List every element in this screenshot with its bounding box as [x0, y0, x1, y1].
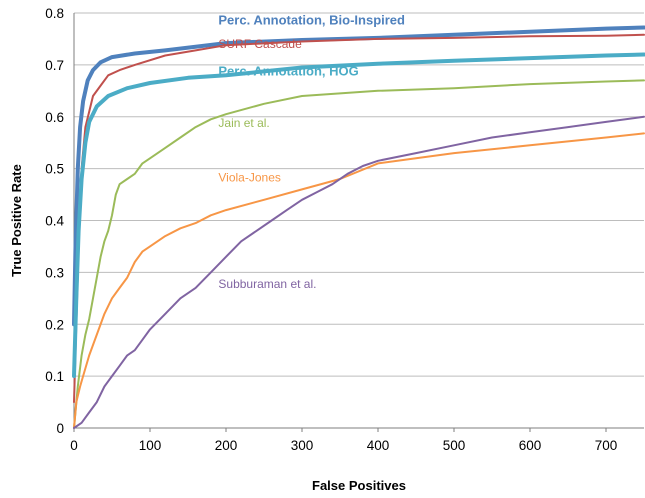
x-tick-label: 0 — [70, 438, 78, 453]
series-label-2: SURF Cascade — [218, 37, 302, 51]
series-labels: Perc. Annotation, Bio-Inspired SURF Casca… — [218, 12, 405, 291]
x-tick-label: 500 — [443, 438, 466, 453]
y-tick-label: 0.4 — [45, 214, 64, 229]
series-label-4: Jain et al. — [218, 116, 269, 130]
x-tick-label: 100 — [139, 438, 162, 453]
y-tick-label: 0.6 — [45, 110, 64, 125]
y-tick-label: 0 — [56, 421, 64, 436]
series-lines — [72, 25, 645, 429]
y-tick-label: 0.3 — [45, 265, 64, 280]
series-label-3: Perc. Annotation, HOG — [218, 63, 358, 78]
y-axis-title: True Positive Rate — [9, 164, 24, 277]
series-label-6: Subburaman et al. — [218, 277, 316, 291]
series-label-1: Perc. Annotation, Bio-Inspired — [218, 12, 405, 27]
x-axis-title: False Positives — [312, 478, 406, 493]
y-tick-label: 0.5 — [45, 162, 64, 177]
y-tick-label: 0.8 — [45, 6, 64, 21]
axes: 0 0.1 0.2 0.3 0.4 0.5 0.6 0.7 0.8 0 100 200 300 400 50… — [45, 6, 644, 453]
y-tick-label: 0.7 — [45, 58, 64, 73]
series-line-4 — [73, 79, 645, 429]
series-line-2 — [73, 33, 645, 404]
x-tick-label: 700 — [595, 438, 618, 453]
y-tick-label: 0.2 — [45, 317, 64, 332]
series-label-5: Viola-Jones — [218, 171, 280, 185]
y-tick-label: 0.1 — [45, 369, 64, 384]
series-line-1 — [72, 25, 645, 327]
x-tick-label: 200 — [215, 438, 238, 453]
x-tick-label: 400 — [367, 438, 390, 453]
x-tick-label: 300 — [291, 438, 314, 453]
series-line-3 — [72, 52, 645, 379]
series-line-5 — [73, 132, 645, 429]
gridlines — [74, 12, 644, 377]
series-line-6 — [73, 115, 645, 429]
x-tick-label: 600 — [519, 438, 542, 453]
